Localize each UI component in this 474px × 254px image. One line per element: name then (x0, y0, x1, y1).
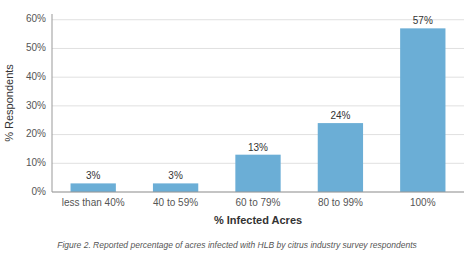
bar (400, 28, 445, 192)
x-axis: less than 40% 40 to 59% 60 to 79% 80 to 99%… (62, 197, 436, 208)
y-tick-label: 0% (32, 186, 47, 197)
x-tick-label: 100% (410, 197, 436, 208)
y-axis: 0% 10% 20% 30% 40% 50% 60% (26, 13, 464, 196)
data-label: 3% (86, 170, 101, 181)
x-axis-title: % Infected Acres (214, 214, 302, 226)
y-tick-label: 30% (26, 100, 46, 111)
bars (71, 28, 446, 192)
y-tick-label: 10% (26, 157, 46, 168)
data-label: 24% (330, 110, 350, 121)
chart-container: 0% 10% 20% 30% 40% 50% 60% 3% 3% 13% 24% 57% less th… (0, 0, 474, 254)
x-tick-label: less than 40% (62, 197, 125, 208)
y-tick-label: 40% (26, 71, 46, 82)
data-labels: 3% 3% 13% 24% 57% (86, 15, 433, 181)
grid-line (52, 192, 464, 193)
y-axis-line (52, 14, 53, 192)
bar (235, 155, 280, 192)
y-axis-title: % Respondents (3, 64, 15, 142)
x-tick-label: 80 to 99% (318, 197, 363, 208)
bar (71, 183, 116, 192)
y-tick-label: 50% (26, 42, 46, 53)
y-tick-label: 20% (26, 128, 46, 139)
x-tick-label: 40 to 59% (153, 197, 198, 208)
data-label: 3% (168, 170, 183, 181)
bar (153, 183, 198, 192)
grid-line (52, 19, 464, 20)
data-label: 57% (413, 15, 433, 26)
caption: Figure 2. Reported percentage of acres i… (57, 240, 417, 250)
y-tick-label: 60% (26, 13, 46, 24)
x-tick-label: 60 to 79% (235, 197, 280, 208)
x-axis-line (52, 192, 464, 193)
chart-svg: 0% 10% 20% 30% 40% 50% 60% 3% 3% 13% 24% 57% less th… (0, 0, 474, 254)
data-label: 13% (248, 142, 268, 153)
bar (318, 123, 363, 192)
